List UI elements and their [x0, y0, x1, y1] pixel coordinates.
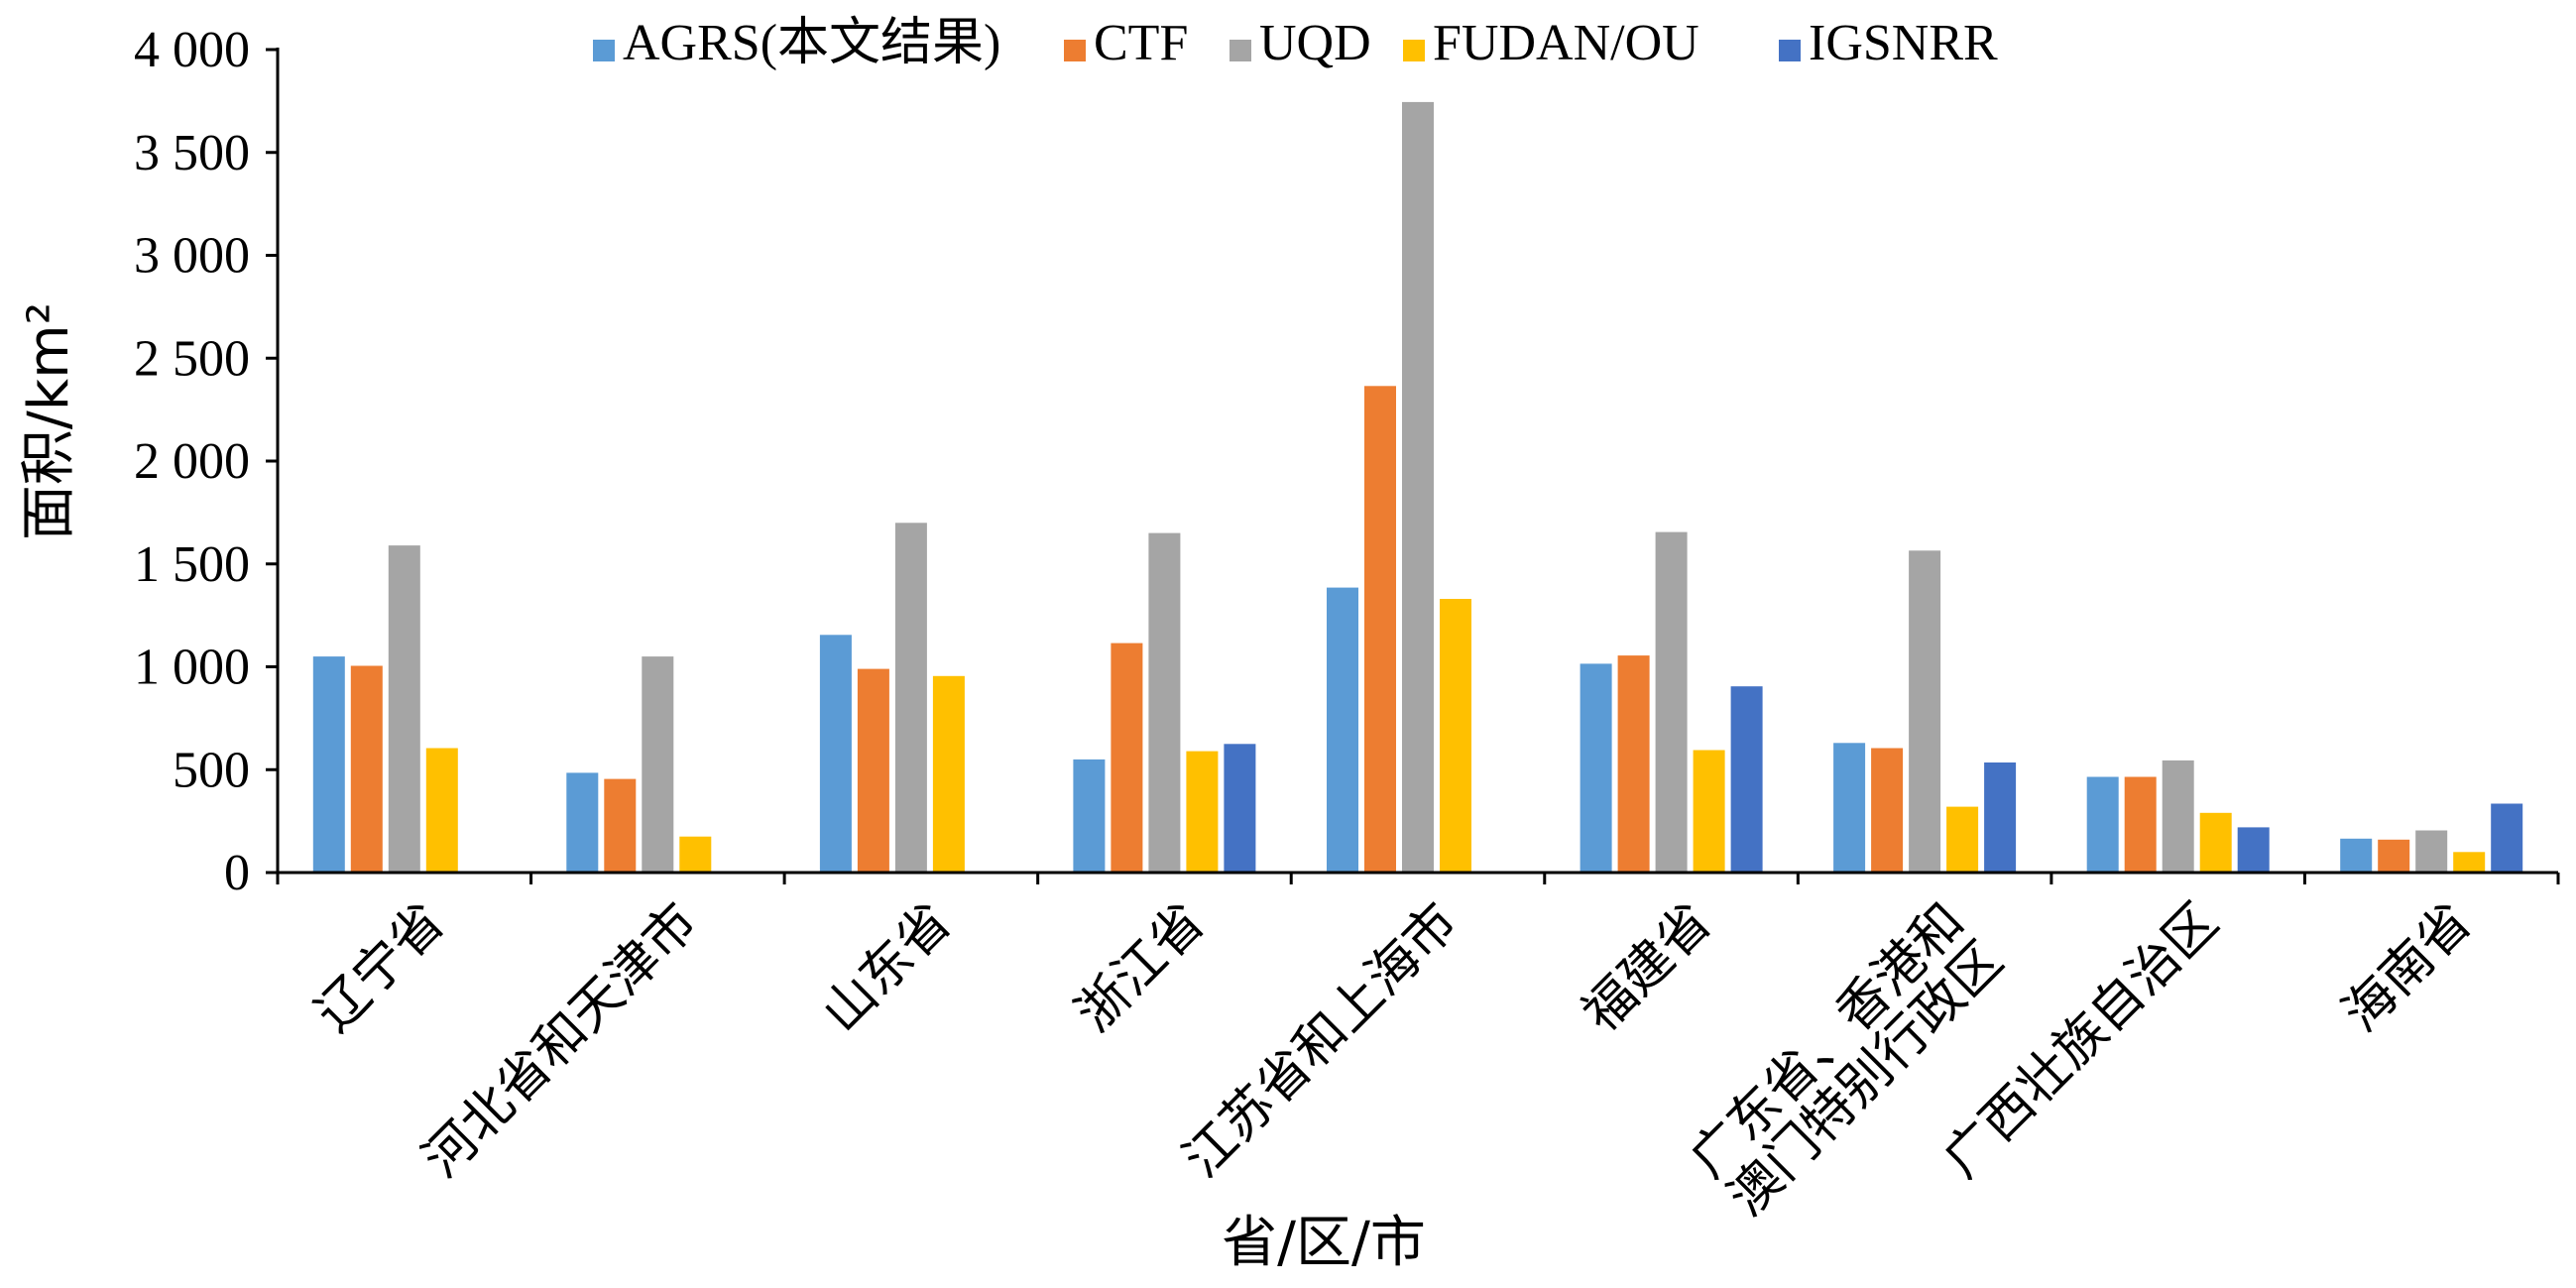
legend-swatch-0	[593, 40, 615, 61]
legend-label-3: FUDAN/OU	[1433, 15, 1699, 71]
y-tick-label-4: 2 000	[134, 433, 250, 490]
x-category-label-3-line-0: 浙江省	[1065, 892, 1217, 1044]
x-axis-title: 省/区/市	[1222, 1211, 1426, 1275]
bar-uqd-0	[388, 545, 420, 873]
legend-swatch-1	[1064, 40, 1086, 61]
x-category-label-5: 福建省	[1572, 892, 1723, 1044]
bar-ctf-0	[350, 665, 383, 873]
x-category-label-4: 江苏省和上海市	[1172, 892, 1469, 1190]
bar-agrs--3	[1073, 759, 1106, 873]
bar-uqd-6	[1909, 550, 1941, 873]
y-tick-label-3: 1 500	[134, 536, 250, 593]
bar-igsnrr-8	[2491, 803, 2523, 873]
bar-fudan-ou-4	[1440, 599, 1471, 873]
bar-uqd-7	[2162, 760, 2194, 873]
bar-agrs--5	[1580, 663, 1612, 873]
legend: AGRS(本文结果) CTF UQD FUDAN/OU IGSNRR	[593, 15, 1998, 71]
bar-agrs--0	[312, 656, 345, 873]
x-category-label-8: 海南省	[2332, 892, 2484, 1044]
bar-fudan-ou-6	[1946, 806, 1979, 873]
x-category-label-1: 河北省和天津市	[412, 892, 710, 1190]
bar-agrs--2	[819, 635, 852, 873]
bar-uqd-3	[1148, 532, 1181, 873]
bar-igsnrr-5	[1730, 686, 1763, 873]
bar-ctf-8	[2378, 839, 2410, 873]
y-tick-label-5: 2 500	[134, 330, 250, 387]
bar-ctf-4	[1364, 386, 1396, 873]
legend-swatch-2	[1229, 40, 1251, 61]
bar-fudan-ou-5	[1693, 750, 1725, 873]
y-tick-labels: 0 500 1 000 1 500 2 000 2 500 3 000 3 500 4 000	[134, 22, 250, 901]
bar-uqd-2	[894, 523, 927, 874]
bar-agrs--4	[1327, 587, 1358, 873]
bar-fudan-ou-8	[2453, 852, 2486, 874]
x-category-label-0: 辽宁省	[304, 892, 456, 1044]
bar-uqd-5	[1655, 531, 1688, 873]
bar-agrs--8	[2340, 838, 2373, 873]
x-category-label-8-line-0: 海南省	[2332, 892, 2484, 1044]
y-tick-label-6: 3 000	[134, 228, 250, 285]
bar-agrs--7	[2086, 776, 2119, 873]
bar-fudan-ou-1	[679, 836, 712, 873]
legend-label-0: AGRS(本文结果)	[623, 15, 1000, 71]
bar-fudan-ou-3	[1186, 751, 1219, 873]
x-category-label-5-line-0: 福建省	[1572, 892, 1723, 1044]
y-tick-label-2: 1 000	[134, 640, 250, 696]
bar-agrs--6	[1833, 743, 1866, 873]
legend-swatch-4	[1779, 40, 1801, 61]
bar-ctf-6	[1871, 748, 1904, 873]
y-tick-label-8: 4 000	[134, 22, 250, 78]
x-category-label-4-line-0: 江苏省和上海市	[1172, 892, 1469, 1190]
y-tick-label-1: 500	[173, 742, 250, 798]
bar-igsnrr-3	[1224, 744, 1256, 873]
y-tick-label-0: 0	[224, 845, 250, 901]
x-category-label-1-line-0: 河北省和天津市	[412, 892, 710, 1190]
bar-igsnrr-7	[2237, 827, 2270, 873]
bars-layer	[312, 101, 2523, 874]
legend-swatch-3	[1403, 40, 1425, 61]
bar-uqd-1	[642, 656, 674, 873]
x-category-label-3: 浙江省	[1065, 892, 1217, 1044]
legend-label-2: UQD	[1259, 15, 1371, 71]
bar-ctf-2	[857, 668, 889, 873]
bar-ctf-7	[2124, 776, 2157, 873]
bar-uqd-8	[2415, 830, 2448, 873]
x-category-label-2: 山东省	[811, 892, 963, 1044]
bar-ctf-1	[604, 778, 637, 873]
x-category-label-0-line-0: 辽宁省	[304, 892, 456, 1044]
bar-igsnrr-6	[1984, 762, 2017, 873]
legend-label-1: CTF	[1094, 15, 1188, 71]
x-category-label-2-line-0: 山东省	[811, 892, 963, 1044]
y-tick-label-7: 3 500	[134, 125, 250, 181]
bar-fudan-ou-7	[2199, 812, 2232, 873]
axes-layer	[266, 48, 2560, 884]
bar-ctf-5	[1617, 655, 1650, 873]
y-axis-title: 面积/km²	[17, 302, 81, 540]
bar-agrs--1	[566, 772, 599, 873]
legend-label-4: IGSNRR	[1809, 15, 1998, 71]
bar-uqd-4	[1402, 101, 1434, 873]
bar-fudan-ou-0	[425, 748, 458, 873]
bar-ctf-3	[1111, 643, 1143, 873]
bar-fudan-ou-2	[932, 675, 965, 873]
